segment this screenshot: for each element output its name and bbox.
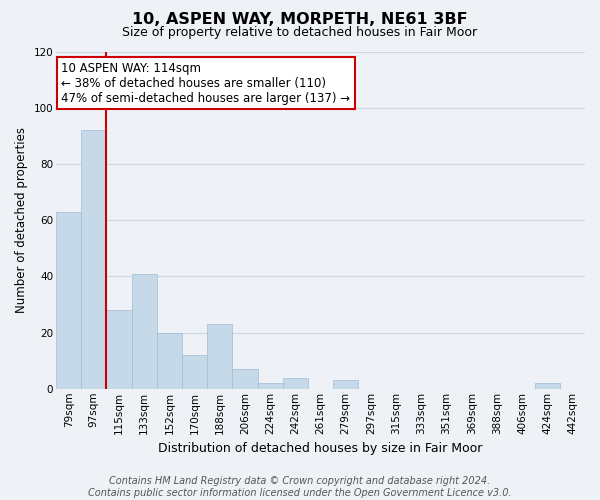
Bar [535,383,560,389]
Y-axis label: Number of detached properties: Number of detached properties [15,127,28,313]
Bar [257,383,283,389]
Bar [207,324,232,389]
Bar [182,355,207,389]
Text: Size of property relative to detached houses in Fair Moor: Size of property relative to detached ho… [122,26,478,39]
Bar [333,380,358,389]
Bar [131,274,157,389]
X-axis label: Distribution of detached houses by size in Fair Moor: Distribution of detached houses by size … [158,442,483,455]
Bar [106,310,131,389]
Bar [56,212,81,389]
Bar [81,130,106,389]
Text: 10 ASPEN WAY: 114sqm
← 38% of detached houses are smaller (110)
47% of semi-deta: 10 ASPEN WAY: 114sqm ← 38% of detached h… [61,62,350,104]
Bar [157,332,182,389]
Text: 10, ASPEN WAY, MORPETH, NE61 3BF: 10, ASPEN WAY, MORPETH, NE61 3BF [132,12,468,28]
Text: Contains HM Land Registry data © Crown copyright and database right 2024.
Contai: Contains HM Land Registry data © Crown c… [88,476,512,498]
Bar [283,378,308,389]
Bar [232,369,257,389]
